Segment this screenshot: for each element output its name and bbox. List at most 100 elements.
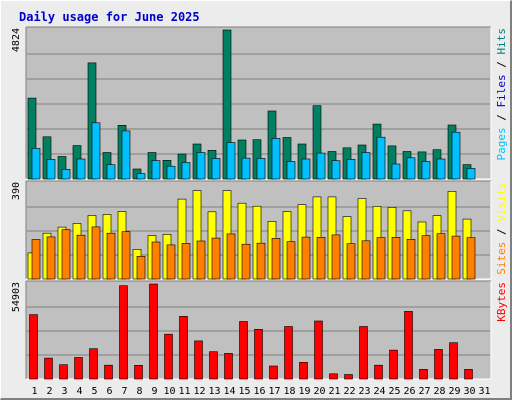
hits-bar-files-day-2 [46, 159, 56, 180]
x-tick-label-day-19: 19 [298, 386, 310, 397]
visits-ylabel-part: Visits [495, 182, 508, 222]
x-tick-label-day-8: 8 [136, 386, 142, 397]
visits-bar-sites-day-7 [121, 231, 131, 280]
hits-bar-files-day-22 [346, 159, 356, 180]
hits-max-label: 4824 [11, 28, 22, 52]
hits-bar-files-day-21 [331, 160, 341, 180]
visits-bar-sites-day-11 [181, 243, 191, 280]
x-tick-label-day-3: 3 [61, 386, 67, 397]
visits-bar-sites-day-21 [331, 234, 341, 280]
hits-bar-files-day-16 [256, 158, 266, 180]
x-tick-label-day-16: 16 [253, 386, 265, 397]
x-tick-label-day-15: 15 [238, 386, 250, 397]
x-tick-label-day-1: 1 [31, 386, 37, 397]
kbytes-bar-kbytes-day-24 [374, 364, 383, 380]
kbytes-bar-kbytes-day-25 [389, 349, 398, 380]
kbytes-bar-kbytes-day-13 [209, 351, 218, 380]
x-tick-label-day-29: 29 [448, 386, 460, 397]
hits-bar-files-day-5 [91, 122, 101, 180]
hits-bar-files-day-10 [166, 165, 176, 180]
hits-bar-files-day-13 [211, 158, 221, 180]
kbytes-bar-kbytes-day-5 [89, 348, 98, 380]
x-tick-label-day-30: 30 [463, 386, 475, 397]
kbytes-bar-kbytes-day-21 [329, 373, 338, 380]
kbytes-bar-kbytes-day-27 [419, 369, 428, 380]
visits-ylabel-part: Sites [495, 242, 508, 275]
x-tick-label-day-24: 24 [373, 386, 385, 397]
hits-ylabel-part: / [495, 55, 508, 75]
visits-bar-sites-day-10 [166, 244, 176, 280]
kbytes-bar-kbytes-day-2 [44, 357, 53, 380]
visits-bar-sites-day-28 [436, 233, 446, 280]
visits-bar-sites-day-2 [46, 236, 56, 280]
hits-bar-files-day-18 [286, 161, 296, 180]
visits-bar-sites-day-12 [196, 240, 206, 280]
hits-bar-files-day-15 [241, 157, 251, 180]
visits-max-label: 390 [11, 182, 22, 200]
hits-bar-files-day-23 [361, 152, 371, 180]
x-tick-label-day-22: 22 [343, 386, 355, 397]
visits-bar-sites-day-30 [466, 237, 476, 280]
visits-bar-sites-day-5 [91, 226, 101, 280]
visits-ylabel-part: / [495, 222, 508, 242]
x-tick-label-day-4: 4 [76, 386, 82, 397]
x-tick-label-day-6: 6 [106, 386, 112, 397]
hits-bar-files-day-6 [106, 164, 116, 180]
kbytes-bar-kbytes-day-9 [149, 283, 158, 380]
visits-bar-sites-day-14 [226, 233, 236, 280]
kbytes-bar-kbytes-day-3 [59, 364, 68, 380]
visits-bar-sites-day-16 [256, 242, 266, 280]
kbytes-bar-kbytes-day-26 [404, 311, 413, 380]
kbytes-bar-kbytes-day-15 [239, 321, 248, 380]
hits-bar-files-day-25 [391, 163, 401, 180]
hits-bar-files-day-30 [466, 168, 476, 180]
hits-bar-files-day-19 [301, 158, 311, 180]
visits-bar-sites-day-15 [241, 243, 251, 280]
kbytes-bar-kbytes-day-23 [359, 326, 368, 380]
kbytes-bar-kbytes-day-16 [254, 328, 263, 380]
kbytes-bar-kbytes-day-19 [299, 361, 308, 380]
visits-bar-sites-day-19 [301, 236, 311, 280]
hits-bar-files-day-17 [271, 138, 281, 180]
kbytes-bar-kbytes-day-4 [74, 357, 83, 380]
visits-bar-sites-day-4 [76, 234, 86, 280]
visits-bar-sites-day-25 [391, 237, 401, 280]
visits-bar-sites-day-27 [421, 235, 431, 280]
kbytes-bar-kbytes-day-30 [464, 369, 473, 380]
kbytes-bar-kbytes-day-17 [269, 365, 278, 380]
hits-ylabel-part: Pages [495, 127, 508, 160]
kbytes-bar-kbytes-day-11 [179, 315, 188, 380]
visits-bar-sites-day-17 [271, 238, 281, 280]
visits-bar-sites-day-23 [361, 240, 371, 280]
hits-bar-files-day-7 [121, 130, 131, 180]
visits-ylabel: Sites / Visits [495, 182, 508, 275]
hits-bar-files-day-26 [406, 157, 416, 180]
kbytes-bar-kbytes-day-22 [344, 374, 353, 380]
hits-bar-files-day-20 [316, 152, 326, 180]
x-tick-label-day-21: 21 [328, 386, 340, 397]
kbytes-bar-kbytes-day-10 [164, 333, 173, 380]
x-tick-label-day-14: 14 [223, 386, 235, 397]
x-tick-label-day-12: 12 [193, 386, 205, 397]
hits-bar-files-day-28 [436, 158, 446, 180]
x-tick-label-day-13: 13 [208, 386, 220, 397]
visits-bar-sites-day-1 [31, 239, 41, 280]
kbytes-bar-kbytes-day-7 [119, 285, 128, 380]
x-tick-label-day-10: 10 [163, 386, 175, 397]
hits-bar-files-day-11 [181, 162, 191, 180]
x-tick-label-day-7: 7 [121, 386, 127, 397]
x-tick-label-day-23: 23 [358, 386, 370, 397]
x-tick-label-day-31: 31 [478, 386, 490, 397]
kbytes-ylabel-part: KBytes [495, 282, 508, 322]
visits-bar-sites-day-18 [286, 241, 296, 280]
hits-bar-files-day-8 [136, 173, 146, 180]
visits-bar-sites-day-6 [106, 232, 116, 280]
hits-ylabel-part: Hits [495, 28, 508, 55]
kbytes-bar-kbytes-day-28 [434, 349, 443, 380]
visits-bar-sites-day-20 [316, 237, 326, 280]
kbytes-bar-kbytes-day-8 [134, 364, 143, 380]
x-tick-label-day-26: 26 [403, 386, 415, 397]
kbytes-bar-kbytes-day-29 [449, 342, 458, 380]
hits-bar-files-day-4 [76, 158, 86, 180]
x-tick-label-day-27: 27 [418, 386, 430, 397]
